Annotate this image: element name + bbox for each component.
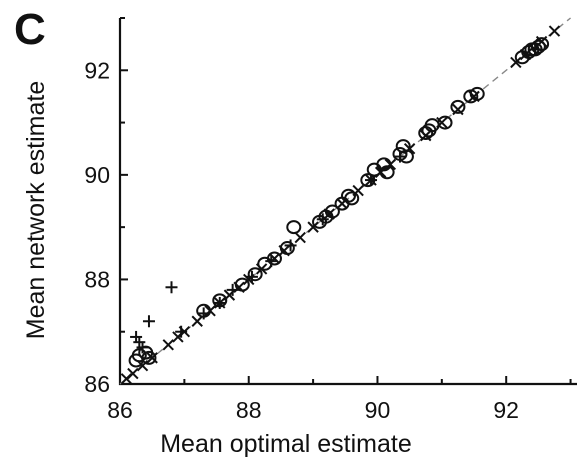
x-marker xyxy=(128,369,138,379)
y-axis-label: Mean network estimate xyxy=(22,81,50,339)
y-tick-label: 88 xyxy=(84,266,110,292)
x-tick-label: 92 xyxy=(493,397,519,423)
x-marker xyxy=(353,186,363,196)
x-marker xyxy=(192,316,202,326)
x-axis-label: Mean optimal estimate xyxy=(160,430,412,458)
x-marker xyxy=(549,26,559,36)
panel-label: C xyxy=(14,5,46,54)
x-marker xyxy=(163,340,173,350)
x-marker xyxy=(337,199,347,209)
x-tick-label: 86 xyxy=(107,397,133,423)
y-tick-label: 86 xyxy=(84,371,110,397)
circle-marker xyxy=(451,101,464,113)
plus-marker xyxy=(165,281,177,293)
x-tick-label: 88 xyxy=(236,397,262,423)
x-marker xyxy=(295,233,305,243)
plus-marker xyxy=(143,315,155,327)
circle-marker xyxy=(345,192,358,204)
x-tick-label: 90 xyxy=(365,397,391,423)
circle-marker xyxy=(287,221,300,233)
y-tick-label: 90 xyxy=(84,162,110,188)
y-tick-label: 92 xyxy=(84,57,110,83)
